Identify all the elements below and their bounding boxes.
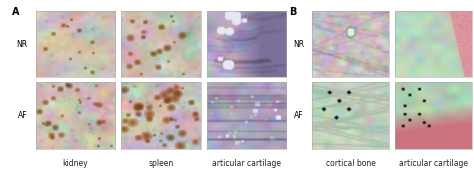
Y-axis label: AF: AF bbox=[294, 111, 304, 120]
Text: articular cartilage: articular cartilage bbox=[399, 159, 468, 168]
Text: kidney: kidney bbox=[63, 159, 88, 168]
Text: articular cartilage: articular cartilage bbox=[212, 159, 281, 168]
Text: A: A bbox=[12, 7, 19, 17]
Y-axis label: NR: NR bbox=[293, 39, 304, 48]
Y-axis label: AF: AF bbox=[18, 111, 27, 120]
Text: spleen: spleen bbox=[148, 159, 173, 168]
Y-axis label: NR: NR bbox=[16, 39, 27, 48]
Text: cortical bone: cortical bone bbox=[326, 159, 376, 168]
Text: B: B bbox=[289, 7, 296, 17]
